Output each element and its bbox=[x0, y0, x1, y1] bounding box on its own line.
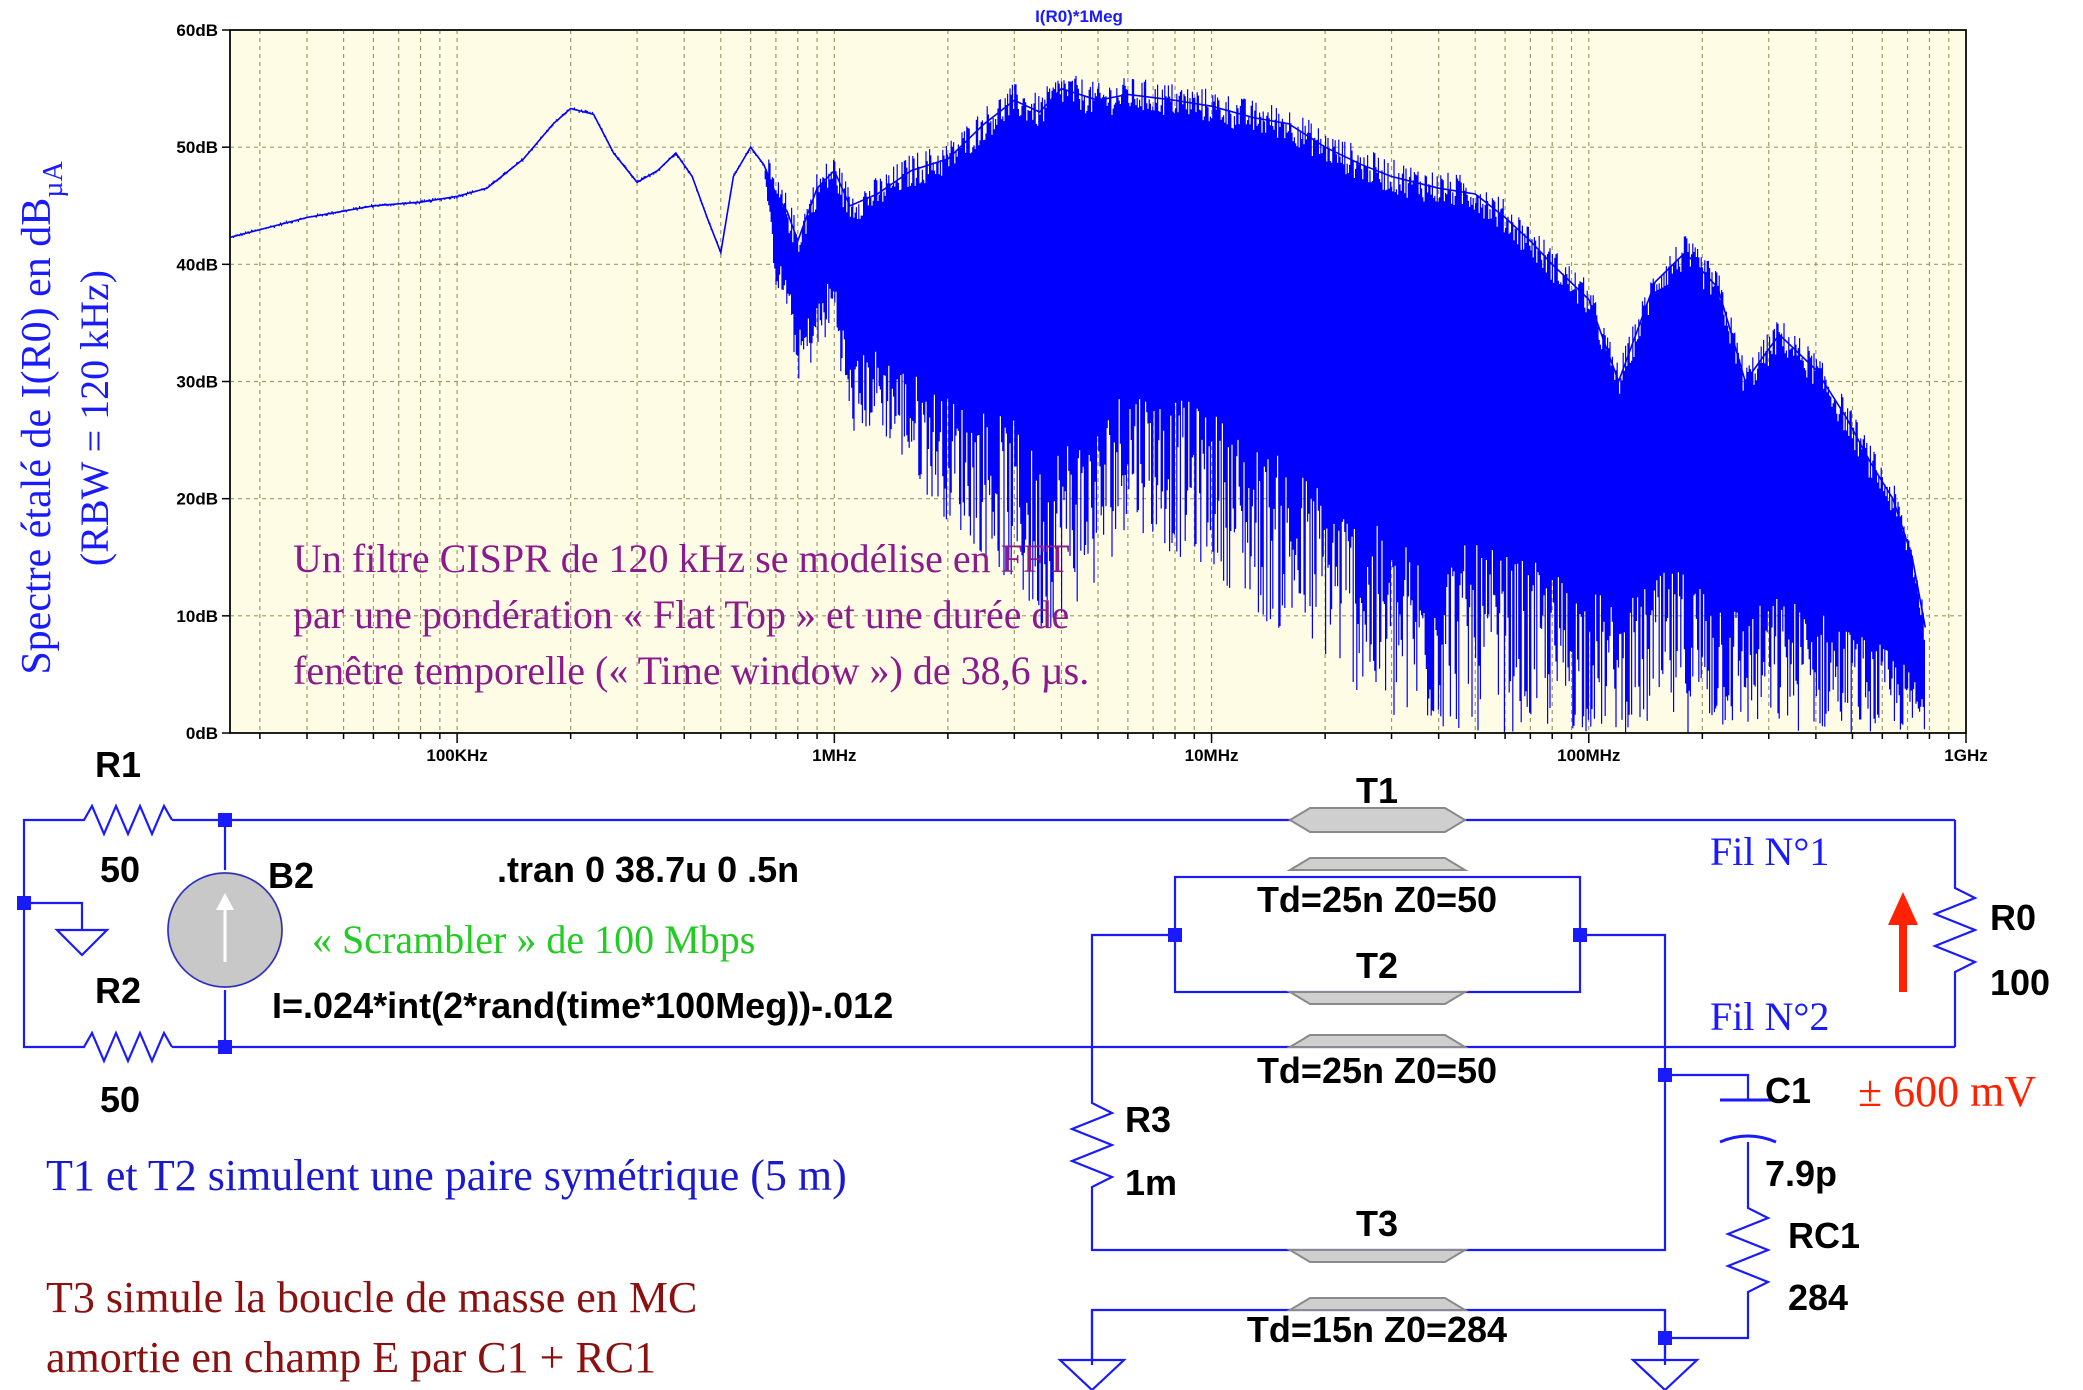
b2-current-source[interactable] bbox=[167, 872, 283, 988]
node-left-ground bbox=[17, 896, 31, 910]
r1-resistor[interactable] bbox=[78, 803, 173, 837]
y-tick-label: 60dB bbox=[176, 21, 218, 40]
t3-name: T3 bbox=[1356, 1203, 1398, 1244]
note-t3-line-1: T3 simule la boucle de masse en MC bbox=[46, 1273, 697, 1322]
note-t1-t2: T1 et T2 simulent une paire symétrique (… bbox=[46, 1151, 847, 1200]
r0-value: 100 bbox=[1990, 962, 2050, 1003]
annotation-line-1: Un filtre CISPR de 120 kHz se modélise e… bbox=[293, 536, 1070, 581]
node-rc1-bottom bbox=[1658, 1331, 1672, 1345]
x-tick-label: 100MHz bbox=[1557, 746, 1620, 765]
t2-name: T2 bbox=[1356, 945, 1398, 986]
voltage-arrow-icon bbox=[1888, 892, 1918, 992]
plot-frame bbox=[229, 29, 1967, 734]
fil1-label: Fil N°1 bbox=[1710, 829, 1829, 874]
t3-transmission-line[interactable] bbox=[1286, 1249, 1469, 1311]
r1-value: 50 bbox=[100, 849, 140, 890]
r3-resistor[interactable] bbox=[1069, 1095, 1115, 1215]
fil2-label: Fil N°2 bbox=[1710, 994, 1829, 1039]
x-axis-ticks: 100KHz 1MHz 10MHz 100MHz 1GHz bbox=[259, 733, 1988, 765]
b2-expression: I=.024*int(2*rand(time*100Meg))-.012 bbox=[272, 985, 893, 1026]
spectrum-trace bbox=[230, 75, 1927, 733]
y-axis-label-rbw: (RBW = 120 kHz) bbox=[72, 270, 117, 566]
t1-name: T1 bbox=[1356, 770, 1398, 811]
r3-value: 1m bbox=[1125, 1162, 1177, 1203]
y-tick-label: 30dB bbox=[176, 373, 218, 392]
annotation-line-3: fenêtre temporelle (« Time window ») de … bbox=[293, 648, 1089, 693]
c1-name: C1 bbox=[1765, 1070, 1811, 1111]
y-axis-label: Spectre étalé de I(R0) en dBµA bbox=[14, 161, 69, 675]
rc1-value: 284 bbox=[1788, 1277, 1848, 1318]
annotation-line-2: par une pondération « Flat Top » et une … bbox=[293, 592, 1069, 637]
t3-value: Td=15n Z0=284 bbox=[1247, 1309, 1507, 1350]
ground-icon-t3-right bbox=[1630, 1358, 1700, 1390]
spectrum-line bbox=[230, 87, 1927, 628]
r2-name: R2 bbox=[95, 970, 141, 1011]
y-axis-label-group: Spectre étalé de I(R0) en dBµA (RBW = 12… bbox=[14, 161, 117, 675]
node-r2-b2-bottom bbox=[218, 1040, 232, 1054]
y-tick-label: 40dB bbox=[176, 255, 218, 274]
rc1-resistor[interactable] bbox=[1725, 1200, 1771, 1318]
r0-resistor[interactable] bbox=[1932, 880, 1978, 990]
spectrum-chart: I(R0)*1Meg 0dB 10dB 20dB 30dB 40dB 50dB 60dB 1… bbox=[14, 7, 1988, 765]
x-tick-label: 10MHz bbox=[1185, 746, 1239, 765]
r2-value: 50 bbox=[100, 1079, 140, 1120]
y-tick-label: 20dB bbox=[176, 490, 218, 509]
r1-name: R1 bbox=[95, 744, 141, 785]
chart-title: I(R0)*1Meg bbox=[1035, 7, 1123, 26]
y-axis-label-main: Spectre étalé de I(R0) en dB bbox=[14, 198, 60, 675]
node-r1-b2-top bbox=[218, 813, 232, 827]
x-tick-label: 1MHz bbox=[812, 746, 856, 765]
y-tick-label: 50dB bbox=[176, 138, 218, 157]
schematic: R1 50 R2 50 B2 .tran 0 38.7u 0 .5n I=.02… bbox=[17, 744, 2050, 1390]
x-tick-label: 1GHz bbox=[1944, 746, 1987, 765]
voltage-label: ± 600 mV bbox=[1858, 1067, 2036, 1116]
y-axis-ticks: 0dB 10dB 20dB 30dB 40dB 50dB 60dB bbox=[176, 21, 230, 743]
c1-value: 7.9p bbox=[1765, 1153, 1837, 1194]
node-c1-top bbox=[1658, 1068, 1672, 1082]
t2-value: Td=25n Z0=50 bbox=[1257, 1050, 1497, 1091]
y-tick-label: 0dB bbox=[186, 724, 218, 743]
ground-icon-t3-left bbox=[1057, 1358, 1127, 1390]
node-t2-right bbox=[1573, 928, 1587, 942]
x-tick-label: 100KHz bbox=[426, 746, 487, 765]
y-tick-label: 10dB bbox=[176, 607, 218, 626]
t1-value: Td=25n Z0=50 bbox=[1257, 879, 1497, 920]
t2-transmission-line[interactable] bbox=[1286, 991, 1469, 1048]
t1-transmission-line[interactable] bbox=[1286, 807, 1469, 871]
note-t3-line-2: amortie en champ E par C1 + RC1 bbox=[46, 1333, 656, 1382]
b2-name: B2 bbox=[268, 855, 314, 896]
c1-capacitor[interactable] bbox=[1719, 1098, 1777, 1144]
node-t2-left bbox=[1168, 928, 1182, 942]
ground-icon-left bbox=[54, 928, 110, 957]
scrambler-label: « Scrambler » de 100 Mbps bbox=[312, 917, 755, 962]
y-axis-label-subscript: µA bbox=[38, 161, 69, 198]
r0-name: R0 bbox=[1990, 897, 2036, 938]
r3-name: R3 bbox=[1125, 1099, 1171, 1140]
rc1-name: RC1 bbox=[1788, 1215, 1860, 1256]
tran-directive: .tran 0 38.7u 0 .5n bbox=[497, 849, 799, 890]
r2-resistor[interactable] bbox=[78, 1030, 173, 1064]
